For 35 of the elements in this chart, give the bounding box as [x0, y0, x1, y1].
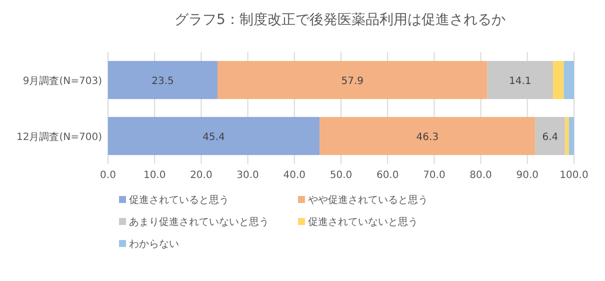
legend-label: あまり促進されていないと思う — [129, 216, 269, 228]
bar — [108, 116, 320, 156]
bar — [108, 60, 218, 100]
bar — [565, 116, 569, 156]
x-tick-label: 100.0 — [560, 170, 588, 181]
data-label: 14.1 — [509, 76, 532, 87]
data-label: 57.9 — [341, 76, 364, 87]
bar — [553, 60, 564, 100]
bar — [564, 60, 574, 100]
x-tick-label: 0.0 — [100, 170, 116, 181]
chart-title: グラフ5：制度改正で後発医薬品利用は促進されるか — [174, 12, 506, 28]
x-tick-label: 90.0 — [516, 170, 539, 181]
bar — [218, 60, 488, 100]
x-tick-label: 10.0 — [143, 170, 166, 181]
x-tick-label: 30.0 — [236, 170, 259, 181]
x-tick-label: 70.0 — [423, 170, 446, 181]
x-tick-label: 50.0 — [330, 170, 352, 181]
x-tick-label: 20.0 — [190, 170, 212, 181]
legend-label: 促進されていると思う — [129, 194, 229, 206]
legend-label: やや促進されていると思う — [308, 194, 428, 206]
data-label: 46.3 — [416, 132, 439, 143]
bar — [487, 60, 554, 100]
x-tick-label: 80.0 — [470, 170, 492, 181]
legend-label: 促進されていないと思う — [308, 216, 418, 228]
legend-label: わからない — [129, 239, 179, 250]
y-tick-label: 9月調査(N=703) — [22, 75, 102, 87]
x-tick-label: 40.0 — [283, 170, 306, 181]
y-tick-label: 12月調査(N=700) — [16, 131, 102, 143]
x-tick-label: 60.0 — [376, 170, 399, 181]
bar — [535, 116, 566, 156]
data-label: 23.5 — [152, 76, 174, 87]
bar — [320, 116, 536, 156]
bar — [568, 116, 574, 156]
data-label: 45.4 — [202, 132, 225, 143]
data-label: 6.4 — [542, 132, 558, 143]
